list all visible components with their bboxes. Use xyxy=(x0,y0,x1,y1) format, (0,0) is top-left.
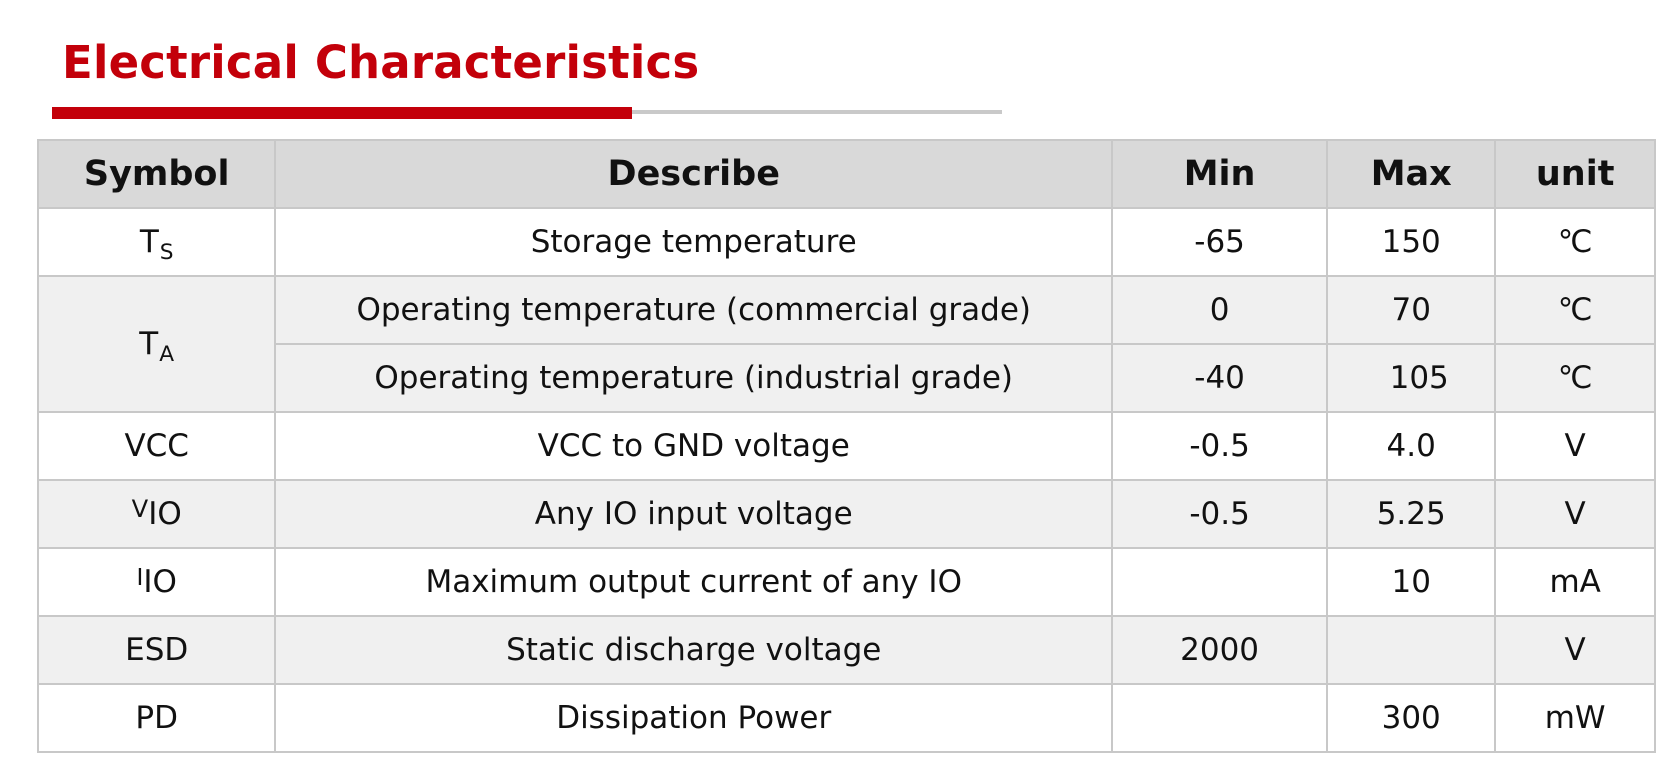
unit-cell: ℃ xyxy=(1494,343,1656,413)
min-cell: -0.5 xyxy=(1111,479,1329,549)
max-cell: 105 xyxy=(1326,343,1497,413)
max-value: 105 xyxy=(1389,359,1449,396)
table-row: PD Dissipation Power 300 mW xyxy=(36,683,1656,753)
header-unit: unit xyxy=(1494,139,1656,209)
max-cell: 300 xyxy=(1326,683,1497,753)
max-cell: 4.0 xyxy=(1326,411,1497,481)
symbol-subscript: A xyxy=(159,342,175,368)
symbol-subscript: IO xyxy=(143,563,177,600)
table-row: TA Operating temperature (commercial gra… xyxy=(36,275,1656,413)
describe-cell: Operating temperature (industrial grade) xyxy=(274,343,1114,413)
describe-cell: Maximum output current of any IO xyxy=(274,547,1114,617)
table-row: ESD Static discharge voltage 2000 V xyxy=(36,615,1656,685)
min-cell xyxy=(1111,683,1329,753)
symbol-cell: VCC xyxy=(36,411,277,481)
header-describe: Describe xyxy=(274,139,1114,209)
table-row: Operating temperature (industrial grade)… xyxy=(38,343,1656,413)
electrical-characteristics-table: Symbol Describe Min Max unit TS Storage … xyxy=(36,139,1656,753)
symbol-cell: ESD xyxy=(36,615,277,685)
min-cell: 2000 xyxy=(1111,615,1329,685)
header-min: Min xyxy=(1111,139,1329,209)
min-cell: 0 xyxy=(1111,275,1329,345)
min-cell: -40 xyxy=(1111,343,1329,413)
table-header-row: Symbol Describe Min Max unit xyxy=(36,139,1656,209)
header-symbol: Symbol xyxy=(36,139,277,209)
unit-cell: ℃ xyxy=(1494,207,1656,277)
describe-cell: Any IO input voltage xyxy=(274,479,1114,549)
unit-cell: ℃ xyxy=(1494,275,1656,345)
min-cell xyxy=(1111,547,1329,617)
symbol-subscript: IO xyxy=(148,495,182,532)
unit-cell: V xyxy=(1494,615,1656,685)
describe-cell: Dissipation Power xyxy=(274,683,1114,753)
symbol-cell: VIO xyxy=(36,479,277,549)
table-row: VCC VCC to GND voltage -0.5 4.0 V xyxy=(36,411,1656,481)
table-row: TS Storage temperature -65 150 ℃ xyxy=(36,207,1656,277)
symbol-base: I xyxy=(136,563,144,591)
table-row: VIO Any IO input voltage -0.5 5.25 V xyxy=(36,479,1656,549)
symbol-cell: IIO xyxy=(36,547,277,617)
page-title: Electrical Characteristics xyxy=(62,36,700,89)
unit-cell: mW xyxy=(1494,683,1656,753)
max-cell: 150 xyxy=(1326,207,1497,277)
max-cell: 10 xyxy=(1326,547,1497,617)
describe-cell: VCC to GND voltage xyxy=(274,411,1114,481)
max-cell xyxy=(1326,615,1497,685)
min-cell: -0.5 xyxy=(1111,411,1329,481)
symbol-cell: TS xyxy=(36,207,277,277)
max-cell: 5.25 xyxy=(1326,479,1497,549)
unit-cell: V xyxy=(1494,411,1656,481)
min-cell: -65 xyxy=(1111,207,1329,277)
describe-cell: Operating temperature (commercial grade) xyxy=(274,275,1114,345)
symbol-cell: TA xyxy=(36,275,277,413)
symbol-base: T xyxy=(139,223,159,260)
unit-cell: V xyxy=(1494,479,1656,549)
max-cell: 70 xyxy=(1326,275,1497,345)
unit-cell: mA xyxy=(1494,547,1656,617)
describe-cell: Static discharge voltage xyxy=(274,615,1114,685)
table-row: IIO Maximum output current of any IO 10 … xyxy=(36,547,1656,617)
header-max: Max xyxy=(1326,139,1497,209)
symbol-base: T xyxy=(139,325,159,362)
symbol-subscript: S xyxy=(159,240,174,266)
describe-cell: Storage temperature xyxy=(274,207,1114,277)
symbol-base: V xyxy=(131,494,149,523)
title-underline-accent xyxy=(52,107,632,119)
symbol-cell: PD xyxy=(36,683,277,753)
